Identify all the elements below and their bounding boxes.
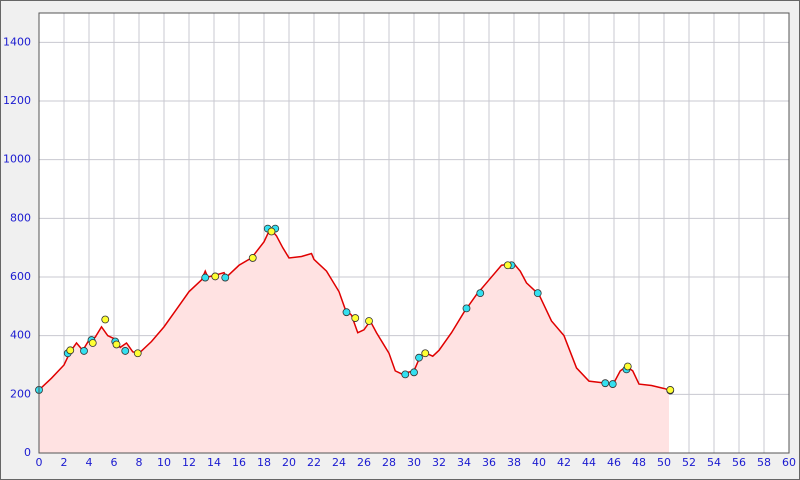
waypoint: [351, 314, 360, 322]
waypoint: [365, 317, 373, 325]
x-tick-label: 10: [157, 456, 171, 469]
waypoint: [101, 315, 110, 324]
waypoint: [666, 386, 675, 394]
x-tick-label: 48: [632, 456, 646, 469]
x-tick-label: 22: [307, 456, 321, 469]
x-tick-label: 6: [111, 456, 118, 469]
waypoint: [121, 347, 130, 355]
waypoint: [608, 380, 617, 388]
waypoint: [503, 261, 512, 270]
waypoint: [88, 339, 97, 347]
x-tick-label: 28: [382, 456, 396, 469]
x-tick-label: 8: [136, 456, 143, 469]
x-tick-label: 36: [482, 456, 496, 469]
y-tick-label: 400: [10, 329, 31, 342]
waypoint: [66, 346, 75, 355]
x-tick-label: 12: [182, 456, 196, 469]
waypoint: [401, 370, 410, 379]
x-tick-label: 46: [607, 456, 621, 469]
waypoint: [112, 340, 121, 349]
x-tick-label: 20: [282, 456, 296, 469]
x-tick-label: 0: [36, 456, 43, 469]
waypoint: [211, 272, 220, 281]
x-tick-label: 52: [682, 456, 696, 469]
x-tick-label: 32: [432, 456, 446, 469]
y-tick-label: 200: [10, 387, 31, 400]
waypoint: [601, 379, 610, 388]
waypoint: [623, 362, 632, 371]
waypoint: [533, 289, 542, 298]
x-tick-label: 44: [582, 456, 596, 469]
y-tick-label: 600: [10, 270, 31, 283]
waypoint: [421, 349, 430, 358]
x-tick-label: 40: [532, 456, 546, 469]
plot-border: [38, 12, 790, 454]
waypoint: [267, 227, 276, 236]
x-tick-label: 50: [657, 456, 671, 469]
x-tick-label: 56: [732, 456, 746, 469]
waypoint: [133, 349, 142, 358]
waypoint: [342, 308, 351, 317]
waypoint: [80, 347, 88, 355]
y-tick-label: 1200: [3, 94, 31, 107]
y-tick-label: 800: [10, 211, 31, 224]
x-tick-label: 4: [86, 456, 93, 469]
x-tick-label: 26: [357, 456, 371, 469]
y-tick-label: 0: [24, 446, 31, 459]
x-tick-label: 30: [407, 456, 421, 469]
waypoint: [221, 273, 230, 282]
waypoint: [410, 368, 418, 377]
waypoint: [201, 273, 210, 282]
x-tick-label: 2: [61, 456, 68, 469]
x-tick-label: 24: [332, 456, 346, 469]
y-tick-label: 1000: [3, 153, 31, 166]
x-tick-label: 16: [232, 456, 246, 469]
elevation-line: [38, 227, 670, 391]
waypoint: [415, 353, 423, 362]
x-tick-label: 34: [457, 456, 471, 469]
x-tick-label: 18: [257, 456, 271, 469]
x-tick-label: 38: [507, 456, 521, 469]
waypoint: [248, 254, 257, 262]
x-tick-label: 42: [557, 456, 571, 469]
y-tick-label: 1400: [3, 35, 31, 48]
x-tick-label: 58: [757, 456, 771, 469]
waypoint: [462, 304, 471, 313]
waypoint: [476, 289, 485, 298]
x-tick-label: 54: [707, 456, 721, 469]
x-tick-label: 60: [782, 456, 796, 469]
x-tick-label: 14: [207, 456, 221, 469]
